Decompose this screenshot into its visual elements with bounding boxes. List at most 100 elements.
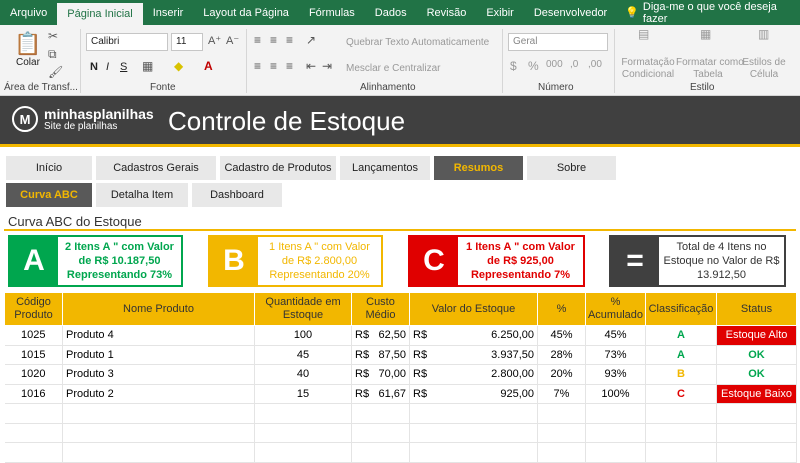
empty-cell[interactable] [4,403,63,424]
align-left-icon[interactable]: ≡ [254,59,262,73]
empty-cell[interactable] [585,442,646,463]
increase-decimal-icon[interactable]: ,0 [570,59,579,70]
tab-dados[interactable]: Dados [374,6,407,19]
grow-font-icon[interactable]: A⁺ [208,35,222,47]
cell-value[interactable]: R$ 925,00 [409,384,538,404]
empty-cell[interactable] [537,442,586,463]
cell-pct[interactable]: 20% [537,364,586,385]
empty-row[interactable] [4,423,797,443]
empty-cell[interactable] [716,403,797,424]
table-row[interactable]: 1020 Produto 3 40 R$ 70,00 R$ 2.800,00 20% 93% B O… [4,364,797,385]
empty-cell[interactable] [537,403,586,424]
shrink-font-icon[interactable]: A⁻ [226,35,240,47]
cell-value[interactable]: R$ 2.800,00 [409,364,538,385]
tab-exibir[interactable]: Exibir [486,6,514,19]
font-name-select[interactable]: Calibri [86,33,168,51]
cell-styles-icon[interactable]: ▥ [758,27,770,41]
format-painter-icon[interactable]: 🖌 [48,65,64,79]
cell-pct[interactable]: 45% [537,325,586,346]
cell-cost[interactable]: R$ 70,00 [351,364,410,385]
tab-formulas[interactable]: Fórmulas [308,6,355,19]
nav-cadastro-produtos[interactable]: Cadastro de Produtos [220,156,336,180]
tab-arquivo[interactable]: Arquivo [10,6,48,19]
empty-cell[interactable] [645,403,717,424]
cell-cost[interactable]: R$ 62,50 [351,325,410,346]
empty-cell[interactable] [716,423,797,443]
empty-cell[interactable] [537,423,586,443]
conditional-format-button[interactable]: Formatação Condicional [620,57,676,81]
cell-qty[interactable]: 100 [254,325,352,346]
nav-lancamentos[interactable]: Lançamentos [340,156,430,180]
cell-styles-button[interactable]: Estilos de Célula [740,57,788,81]
cell-qty[interactable]: 15 [254,384,352,404]
empty-cell[interactable] [409,423,538,443]
cell-status[interactable]: OK [716,364,797,385]
cell-class[interactable]: C [645,384,717,404]
orientation-icon[interactable]: ↗ [306,33,317,47]
tell-me-box[interactable]: 💡 Diga-me o que você deseja fazer [617,0,800,25]
cell-status[interactable]: OK [716,345,797,365]
cell-acc[interactable]: 45% [585,325,646,346]
cell-qty[interactable]: 40 [254,364,352,385]
table-row[interactable]: 1016 Produto 2 15 R$ 61,67 R$ 925,00 7% 100% C Est… [4,384,797,404]
cell-name[interactable]: Produto 1 [62,345,255,365]
borders-icon[interactable]: ▦ [142,59,154,73]
empty-cell[interactable] [62,423,255,443]
empty-cell[interactable] [585,423,646,443]
font-color-icon[interactable]: A [204,59,213,73]
align-center-icon[interactable]: ≡ [270,59,278,73]
empty-cell[interactable] [409,442,538,463]
fill-color-icon[interactable]: ◆ [174,59,184,73]
cell-pct[interactable]: 28% [537,345,586,365]
empty-cell[interactable] [62,403,255,424]
cell-code[interactable]: 1016 [4,384,63,404]
empty-cell[interactable] [254,423,352,443]
align-middle-icon[interactable]: ≡ [270,33,278,47]
currency-icon[interactable]: $ [510,59,517,73]
tab-inserir[interactable]: Inserir [152,6,184,19]
tab-desenvolvedor[interactable]: Desenvolvedor [533,6,608,19]
cell-acc[interactable]: 73% [585,345,646,365]
nav-sobre[interactable]: Sobre [527,156,616,180]
nav-dashboard[interactable]: Dashboard [192,183,282,207]
nav-curva-abc[interactable]: Curva ABC [6,183,92,207]
wrap-text-button[interactable]: Quebrar Texto Automaticamente [346,37,490,48]
copy-icon[interactable]: ⧉ [48,47,57,61]
cell-code[interactable]: 1025 [4,325,63,346]
cell-code[interactable]: 1020 [4,364,63,385]
tab-layout[interactable]: Layout da Página [203,6,289,19]
empty-row[interactable] [4,403,797,424]
empty-cell[interactable] [351,442,410,463]
cell-value[interactable]: R$ 3.937,50 [409,345,538,365]
empty-cell[interactable] [4,442,63,463]
cell-pct[interactable]: 7% [537,384,586,404]
merge-center-button[interactable]: Mesclar e Centralizar [346,63,441,74]
table-row[interactable]: 1025 Produto 4 100 R$ 62,50 R$ 6.250,00 45% 45% A… [4,325,797,346]
empty-cell[interactable] [585,403,646,424]
empty-cell[interactable] [62,442,255,463]
cell-qty[interactable]: 45 [254,345,352,365]
decrease-decimal-icon[interactable]: ,00 [588,59,602,70]
paste-button[interactable]: Colar [16,57,40,68]
cell-cost[interactable]: R$ 61,67 [351,384,410,404]
font-size-select[interactable]: 11 [171,33,203,51]
tab-pagina-inicial[interactable]: Página Inicial [57,3,143,25]
cell-status[interactable]: Estoque Baixo [716,384,797,404]
empty-cell[interactable] [4,423,63,443]
empty-cell[interactable] [409,403,538,424]
empty-cell[interactable] [254,403,352,424]
empty-cell[interactable] [254,442,352,463]
thousands-icon[interactable]: 000 [546,59,563,70]
cell-class[interactable]: A [645,345,717,365]
nav-inicio[interactable]: Início [6,156,92,180]
cell-name[interactable]: Produto 4 [62,325,255,346]
format-table-icon[interactable]: ▦ [700,27,712,41]
increase-indent-icon[interactable]: ⇥ [322,59,333,73]
align-right-icon[interactable]: ≡ [286,59,294,73]
empty-row[interactable] [4,442,797,463]
cell-name[interactable]: Produto 3 [62,364,255,385]
decrease-indent-icon[interactable]: ⇤ [306,59,317,73]
cell-value[interactable]: R$ 6.250,00 [409,325,538,346]
number-format-select[interactable]: Geral [508,33,608,51]
bold-button[interactable]: N [90,61,98,73]
